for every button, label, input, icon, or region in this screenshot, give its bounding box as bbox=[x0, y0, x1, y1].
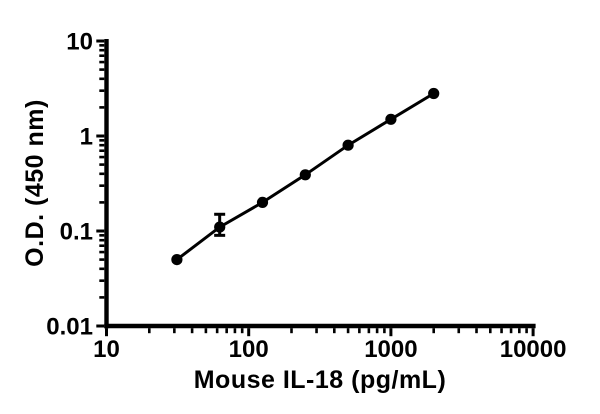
y-tick-label: 0.1 bbox=[60, 219, 93, 246]
y-tick-label: 10 bbox=[66, 29, 93, 56]
data-point-marker bbox=[428, 87, 440, 100]
y-tick-label: 0.01 bbox=[46, 314, 93, 341]
x-tick-label: 10000 bbox=[500, 336, 567, 363]
y-tick-label: 1 bbox=[80, 124, 93, 151]
tick-labels: 0.01 0.1 1 10 10 100 1000 10000 bbox=[46, 29, 566, 364]
data-point-marker bbox=[256, 196, 269, 208]
data-point-marker bbox=[299, 169, 311, 181]
data-point-marker bbox=[385, 113, 397, 125]
data-point-marker bbox=[214, 221, 226, 233]
data-point-marker bbox=[171, 254, 183, 266]
x-tick-label: 1000 bbox=[364, 336, 417, 363]
axes bbox=[104, 39, 536, 329]
x-axis-title: Mouse IL-18 (pg/mL) bbox=[193, 366, 447, 394]
x-tick-label: 10 bbox=[93, 336, 120, 363]
y-axis-title: O.D. (450 nm) bbox=[21, 99, 49, 267]
data-point-marker bbox=[342, 139, 354, 151]
x-tick-label: 100 bbox=[229, 336, 269, 363]
ticks bbox=[96, 39, 535, 337]
series-mouse-il-18-standard-curve bbox=[171, 87, 440, 266]
